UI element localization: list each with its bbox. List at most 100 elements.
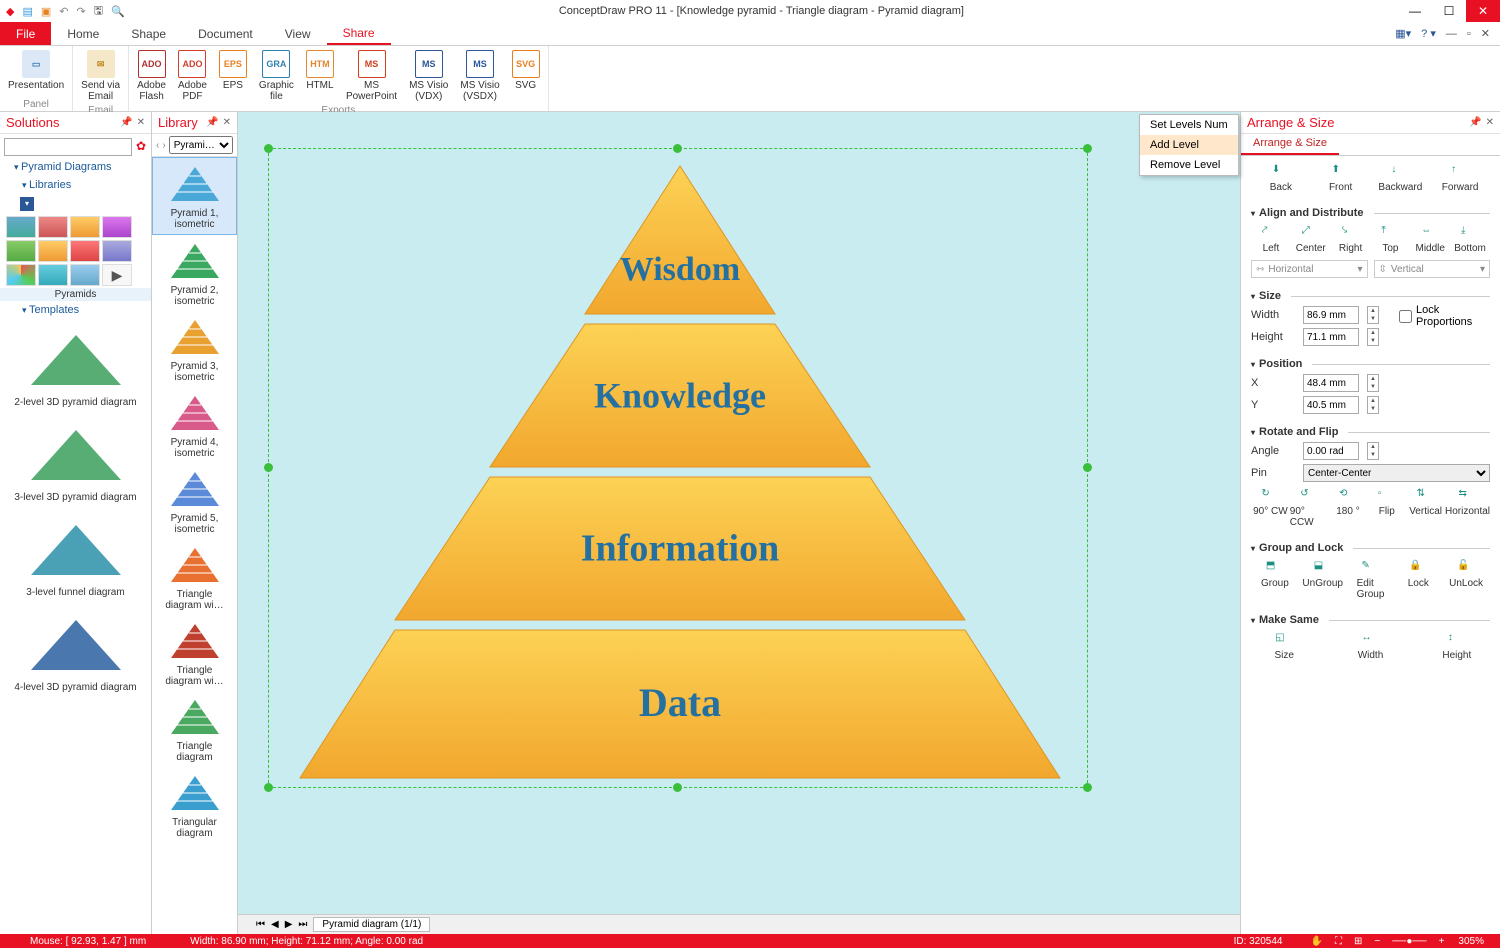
alignrow-middle[interactable]: ⇔Middle [1410, 225, 1450, 254]
tab-file[interactable]: File [0, 22, 51, 45]
template-item[interactable]: 3-level 3D pyramid diagram [0, 414, 151, 509]
library-item[interactable]: Pyramid 3, isometric [152, 311, 237, 387]
grouprow-ungroup[interactable]: ⬓UnGroup [1299, 560, 1347, 600]
rotrow-horizontal[interactable]: ⇆Horizontal [1445, 488, 1490, 528]
tree-libraries[interactable]: Libraries [0, 176, 151, 194]
canvas[interactable]: WisdomKnowledgeInformationData ↻ [238, 112, 1240, 914]
position-header[interactable]: Position [1251, 354, 1490, 372]
export-ms visio[interactable]: MS MS Visio (VDX) [405, 48, 452, 104]
pyramids-caption[interactable]: Pyramids [0, 288, 151, 301]
samerow-height[interactable]: ↕Height [1424, 632, 1490, 661]
library-item[interactable]: Pyramid 1, isometric [152, 157, 237, 235]
angle-input[interactable] [1303, 442, 1359, 460]
close-button[interactable]: ✕ [1466, 0, 1500, 22]
orderrow-back[interactable]: ⬇Back [1251, 164, 1311, 193]
dist-vertical[interactable]: Vertical [1387, 264, 1480, 275]
tab-document[interactable]: Document [182, 22, 269, 45]
group-header[interactable]: Group and Lock [1251, 538, 1490, 556]
lock-proportions[interactable]: Lock Proportions [1399, 304, 1490, 328]
lib-thumb[interactable] [38, 216, 68, 238]
handle-nw[interactable] [264, 144, 273, 153]
library-close-icon[interactable]: ✕ [223, 117, 231, 128]
grouprow-unlock[interactable]: 🔓UnLock [1442, 560, 1490, 600]
dist-h-icon[interactable]: ⇿ [1256, 264, 1264, 275]
library-item[interactable]: Triangle diagram [152, 691, 237, 767]
export-ms visio[interactable]: MS MS Visio (VSDX) [456, 48, 503, 104]
rotrow-flip[interactable]: ▫Flip [1367, 488, 1406, 528]
arrange-pin-icon[interactable]: 📌 [1469, 117, 1481, 128]
ctx-add-level[interactable]: Add Level [1140, 135, 1238, 155]
export-adobe[interactable]: ADOAdobe PDF [174, 48, 211, 104]
handle-n[interactable] [673, 144, 682, 153]
library-item[interactable]: Pyramid 4, isometric [152, 387, 237, 463]
qat-redo-icon[interactable]: ↷ [77, 5, 86, 18]
save-lib-icon[interactable]: ▾ [20, 197, 34, 211]
library-item[interactable]: Triangle diagram wi… [152, 539, 237, 615]
sheet-nav-next-icon[interactable]: ▶ [285, 919, 293, 930]
solutions-pin-icon[interactable]: 📌 [120, 117, 132, 128]
alignrow-bottom[interactable]: ⤓Bottom [1450, 225, 1490, 254]
grouprow-lock[interactable]: 🔒Lock [1394, 560, 1442, 600]
template-item[interactable]: 3-level funnel diagram [0, 509, 151, 604]
y-spinner[interactable]: ▲▼ [1367, 396, 1379, 414]
lib-thumb[interactable] [70, 240, 100, 262]
dist-horizontal[interactable]: Horizontal [1264, 264, 1357, 275]
ribbon-help-icon[interactable]: ? ▾ [1421, 27, 1436, 40]
handle-s[interactable] [673, 783, 682, 792]
library-item[interactable]: Triangle diagram wi… [152, 615, 237, 691]
minimize-button[interactable]: — [1398, 0, 1432, 22]
x-input[interactable] [1303, 374, 1359, 392]
lib-nav-back-icon[interactable]: ‹ [156, 140, 159, 151]
solutions-close-icon[interactable]: ✕ [137, 117, 145, 128]
export-graphic[interactable]: GRAGraphic file [255, 48, 298, 104]
maximize-button[interactable]: ☐ [1432, 0, 1466, 22]
presentation-button[interactable]: ▭Presentation [4, 48, 68, 98]
orderrow-forward[interactable]: ↑Forward [1430, 164, 1490, 193]
lib-thumb[interactable] [102, 240, 132, 262]
tab-shape[interactable]: Shape [115, 22, 182, 45]
lib-thumb[interactable] [70, 264, 100, 286]
zoom-out-icon[interactable]: − [1368, 936, 1386, 947]
lib-thumb[interactable] [102, 216, 132, 238]
lib-nav-fwd-icon[interactable]: › [162, 140, 165, 151]
orderrow-backward[interactable]: ↓Backward [1371, 164, 1431, 193]
library-item[interactable]: Pyramid 5, isometric [152, 463, 237, 539]
template-item[interactable]: 4-level 3D pyramid diagram [0, 604, 151, 699]
handle-w[interactable] [264, 463, 273, 472]
sheet-nav-last-icon[interactable]: ⏭ [298, 919, 307, 930]
qat-search-icon[interactable]: 🔍 [111, 5, 125, 18]
angle-spinner[interactable]: ▲▼ [1367, 442, 1379, 460]
orderrow-front[interactable]: ⬆Front [1311, 164, 1371, 193]
width-input[interactable] [1303, 306, 1359, 324]
library-pin-icon[interactable]: 📌 [206, 117, 218, 128]
arrange-tab[interactable]: Arrange & Size [1241, 134, 1339, 155]
samerow-width[interactable]: ↔Width [1337, 632, 1403, 661]
alignrow-top[interactable]: ⤒Top [1370, 225, 1410, 254]
zoom-in-icon[interactable]: + [1433, 936, 1451, 947]
qat-icon-2[interactable]: ▤ [22, 5, 32, 18]
handle-e[interactable] [1083, 463, 1092, 472]
handle-ne[interactable] [1083, 144, 1092, 153]
tree-templates[interactable]: Templates [0, 301, 151, 319]
solutions-store-icon[interactable]: ✿ [136, 139, 146, 153]
grouprow-group[interactable]: ⬒Group [1251, 560, 1299, 600]
align-header[interactable]: Align and Distribute [1251, 203, 1490, 221]
rotrow-[interactable]: ⟲180 ° [1329, 488, 1368, 528]
pin-select[interactable]: Center-Center [1303, 464, 1490, 482]
solutions-search[interactable] [4, 138, 132, 156]
lib-thumb[interactable] [6, 216, 36, 238]
sheet-tab[interactable]: Pyramid diagram (1/1) [313, 917, 430, 932]
zoom-slider[interactable]: ──●── [1386, 936, 1432, 947]
alignrow-right[interactable]: ⤥Right [1331, 225, 1371, 254]
handle-se[interactable] [1083, 783, 1092, 792]
export-html[interactable]: HTMHTML [302, 48, 338, 104]
samerow-size[interactable]: ◱Size [1251, 632, 1317, 661]
size-header[interactable]: Size [1251, 286, 1490, 304]
tab-home[interactable]: Home [51, 22, 115, 45]
rotrow-ccw[interactable]: ↺90° CCW [1290, 488, 1329, 528]
export-eps[interactable]: EPSEPS [215, 48, 251, 104]
status-hand-icon[interactable]: ✋ [1305, 936, 1329, 947]
alignrow-center[interactable]: ⤢Center [1291, 225, 1331, 254]
grouprow-editgroup[interactable]: ✎Edit Group [1347, 560, 1395, 600]
height-input[interactable] [1303, 328, 1359, 346]
